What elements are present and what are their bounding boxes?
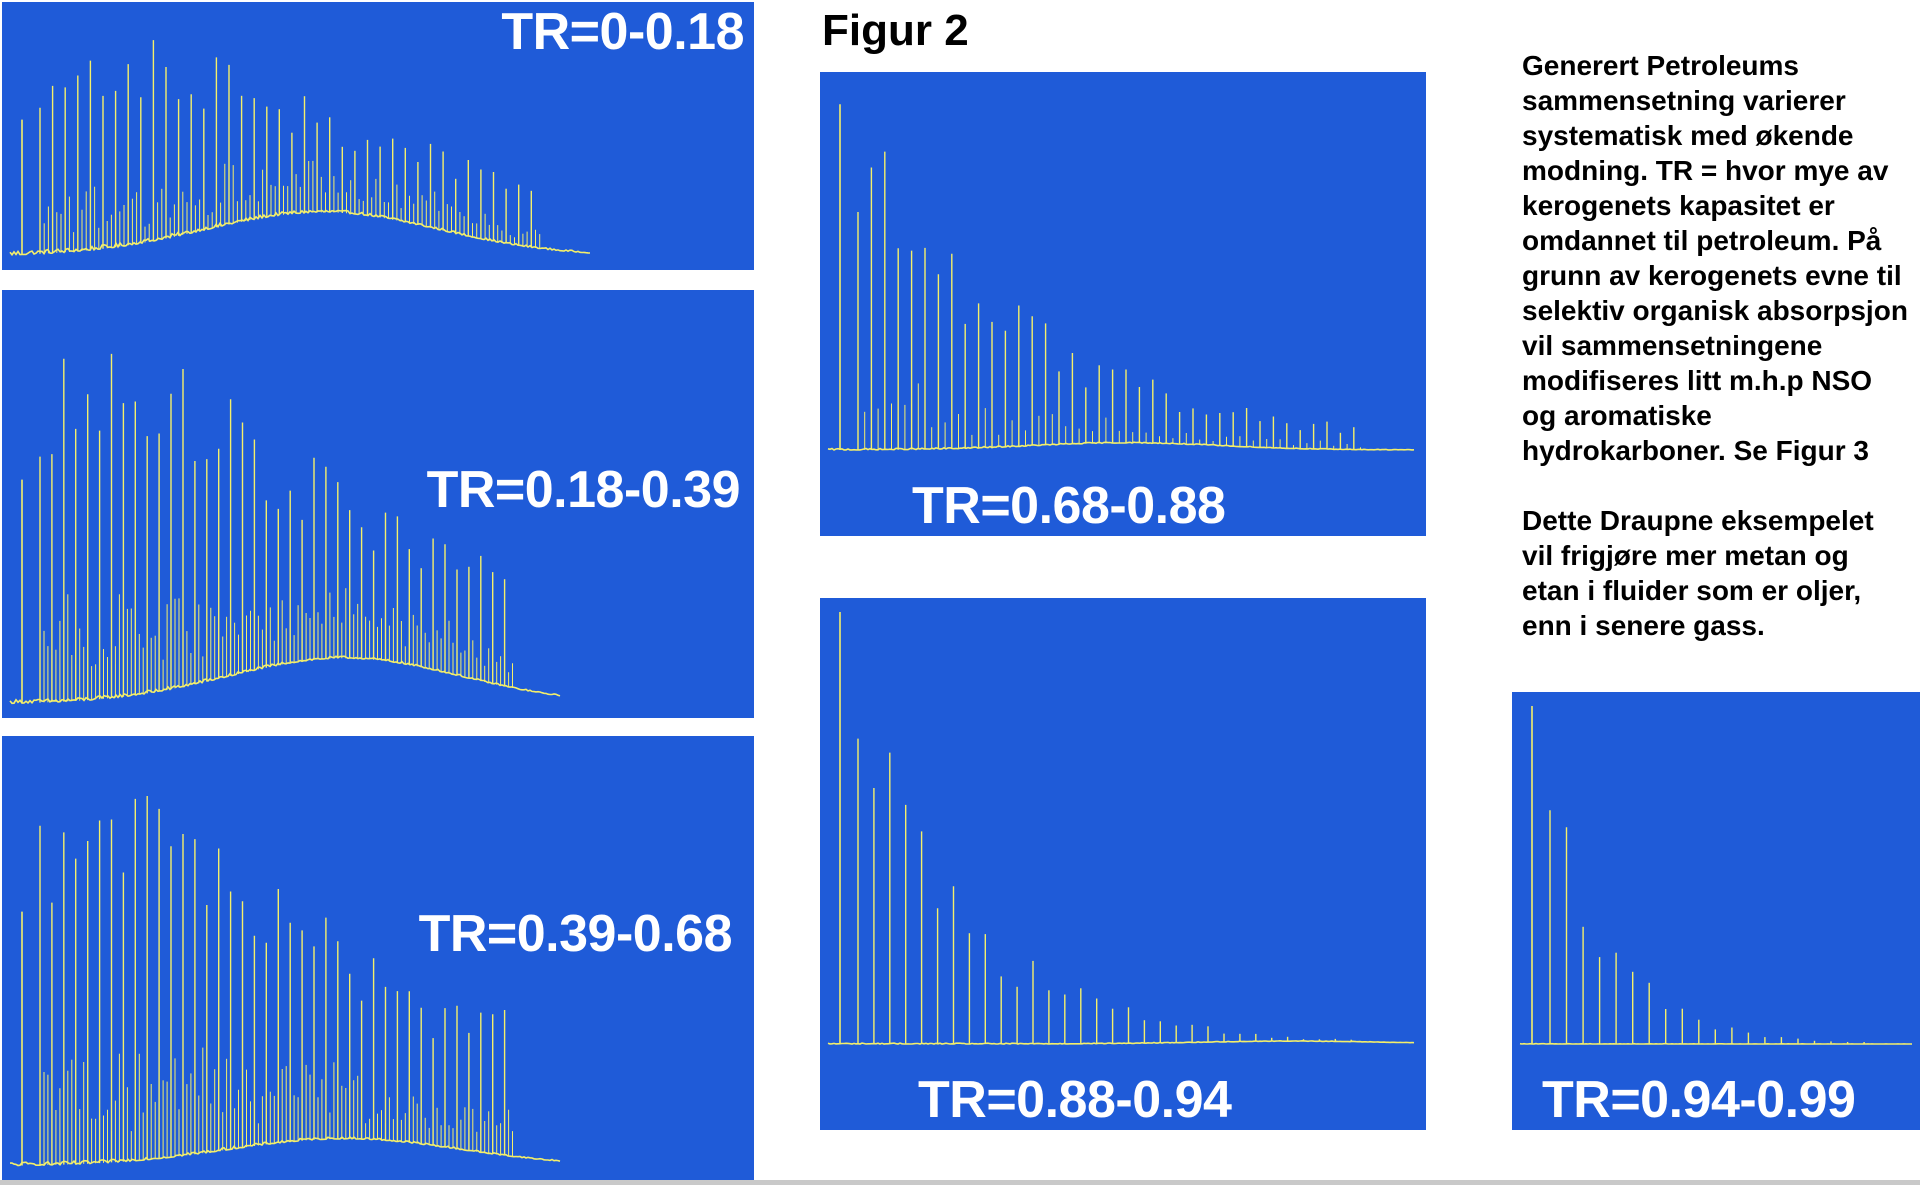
chromatogram-panel-tr-0-18-0-39: TR=0.18-0.39 — [2, 290, 754, 718]
baseline-trace — [827, 1039, 1415, 1045]
tr-label: TR=0-0.18 — [501, 3, 744, 61]
tr-label: TR=0.68-0.88 — [912, 477, 1226, 535]
caption-paragraph-2: Dette Draupne eksempelet vil frigjøre me… — [1522, 505, 1874, 641]
chromatogram-panel-tr-0-39-0-68: TR=0.39-0.68 — [2, 736, 754, 1180]
caption-paragraph-1: Generert Petroleums sammensetning varier… — [1522, 50, 1908, 466]
bottom-border — [0, 1180, 1920, 1185]
baseline-trace — [827, 441, 1415, 451]
chromatogram-plot — [827, 612, 1415, 1045]
baseline-trace — [9, 1135, 561, 1167]
chromatogram-panel-tr-0-94-0-99: TR=0.94-0.99 — [1512, 692, 1920, 1130]
figure-caption: Generert Petroleums sammensetning varier… — [1522, 48, 1912, 678]
chromatogram-plot — [9, 353, 561, 705]
chromatogram-plot — [827, 104, 1415, 451]
chromatogram-plot — [9, 796, 561, 1167]
figure-title: Figur 2 — [822, 6, 969, 55]
baseline-trace — [9, 209, 591, 257]
chromatogram-panel-tr-0-0-18: TR=0-0.18 — [2, 2, 754, 270]
tr-label: TR=0.88-0.94 — [918, 1071, 1232, 1129]
tr-label: TR=0.18-0.39 — [426, 461, 741, 519]
baseline-trace — [9, 655, 561, 705]
tr-label: TR=0.94-0.99 — [1542, 1071, 1856, 1129]
tr-label: TR=0.39-0.68 — [418, 905, 733, 963]
chromatogram-panel-tr-0-88-0-94: TR=0.88-0.94 — [820, 598, 1426, 1130]
chromatogram-plot — [9, 40, 591, 257]
chromatogram-plot — [1519, 706, 1912, 1045]
chromatogram-panel-tr-0-68-0-88: TR=0.68-0.88 — [820, 72, 1426, 536]
